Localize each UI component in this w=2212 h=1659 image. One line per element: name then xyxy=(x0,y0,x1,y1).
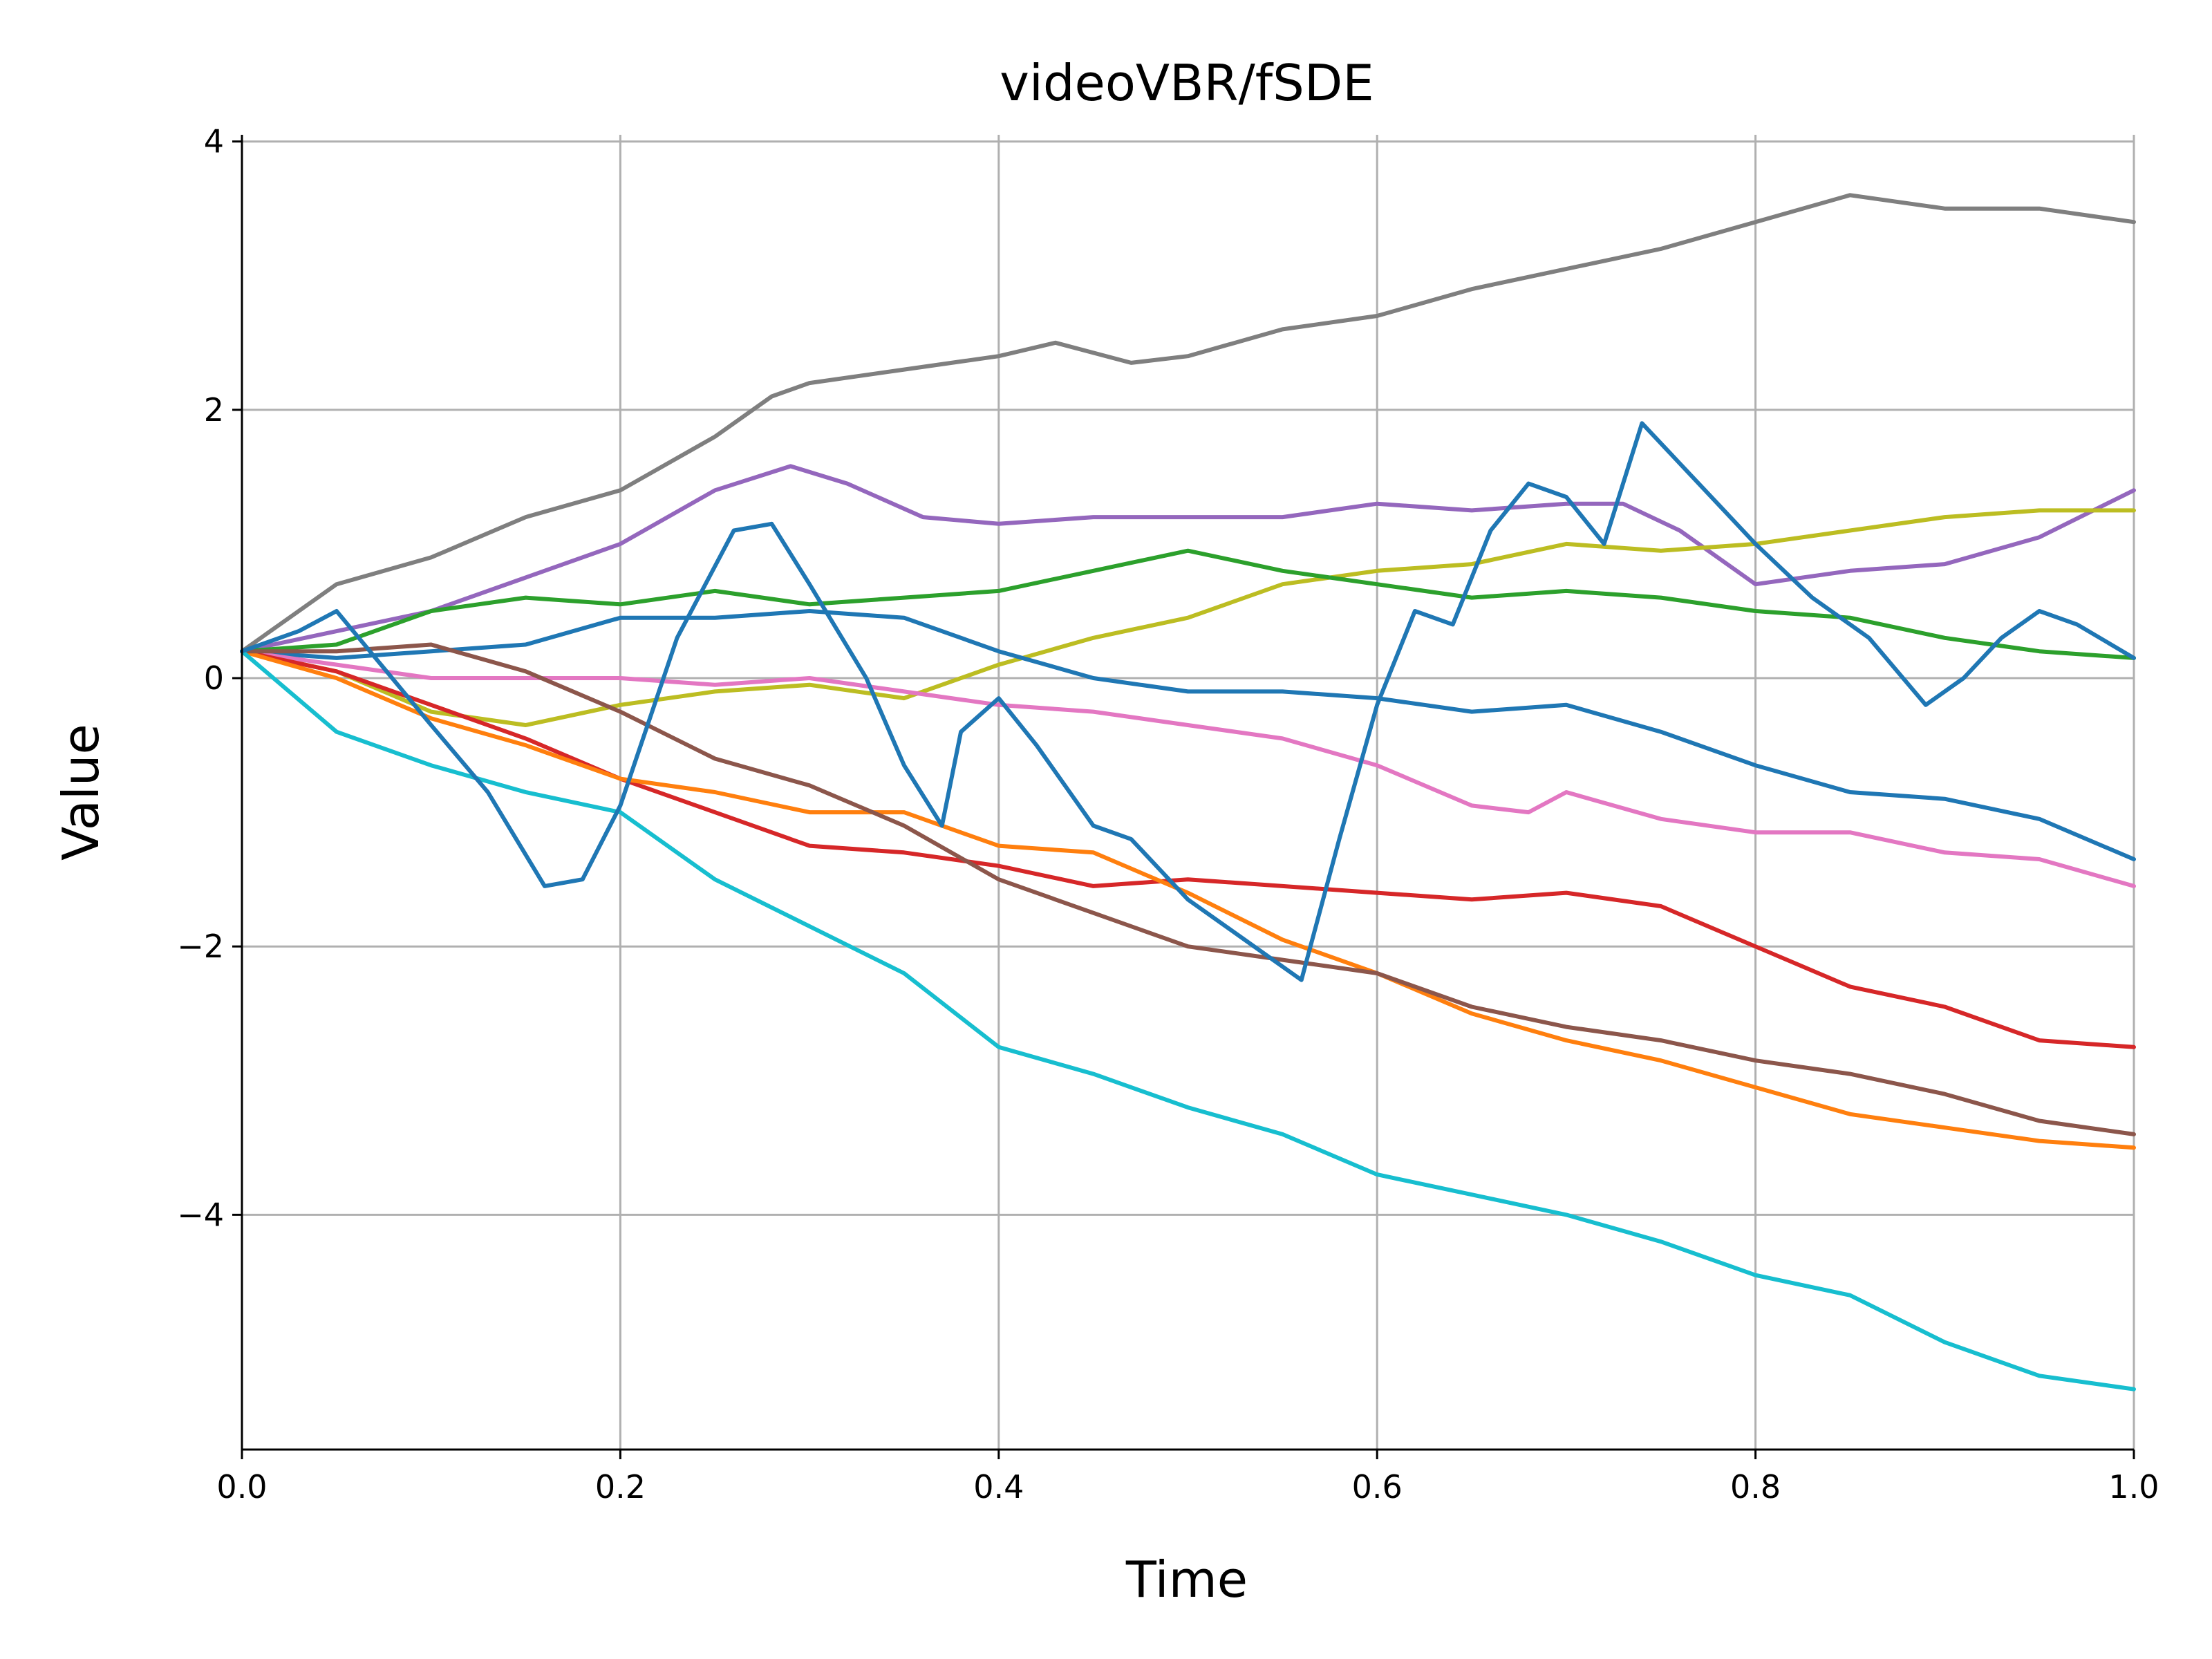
series-line-5 xyxy=(240,609,2136,861)
series-line-11 xyxy=(240,421,2136,982)
y-tick-label: 2 xyxy=(204,391,224,429)
series-line-9 xyxy=(240,642,2136,1136)
axes xyxy=(241,135,2134,1451)
y-tick-label: −2 xyxy=(177,928,224,965)
series-line-4 xyxy=(240,548,2136,660)
y-tick-label: 4 xyxy=(204,123,224,160)
y-axis-label: Value xyxy=(52,724,110,861)
series-line-10 xyxy=(240,649,2136,1391)
x-tick-label: 0.8 xyxy=(1730,1468,1781,1506)
x-tick-label: 0.0 xyxy=(216,1468,267,1506)
x-tick-label: 0.6 xyxy=(1352,1468,1403,1506)
grid xyxy=(241,135,2135,1450)
x-axis-label: Time xyxy=(1125,1550,1248,1609)
x-tick-label: 0.4 xyxy=(973,1468,1024,1506)
series-line-7 xyxy=(240,649,2136,1049)
series-line-1 xyxy=(240,193,2136,654)
series-line-6 xyxy=(240,649,2136,888)
x-ticks: 0.0 0.2 0.4 0.6 0.8 1.0 xyxy=(216,1450,2159,1506)
y-tick-label: −4 xyxy=(177,1196,224,1233)
x-tick-label: 1.0 xyxy=(2108,1468,2159,1506)
series-group xyxy=(240,193,2136,1391)
y-tick-label: 0 xyxy=(204,659,224,697)
y-ticks: 4 2 0 −2 −4 xyxy=(177,123,242,1233)
chart-title: videoVBR/fSDE xyxy=(1000,54,1374,112)
series-line-8 xyxy=(240,649,2136,1150)
x-tick-label: 0.2 xyxy=(595,1468,646,1506)
series-line-3 xyxy=(240,508,2136,727)
series-line-2 xyxy=(240,464,2136,654)
